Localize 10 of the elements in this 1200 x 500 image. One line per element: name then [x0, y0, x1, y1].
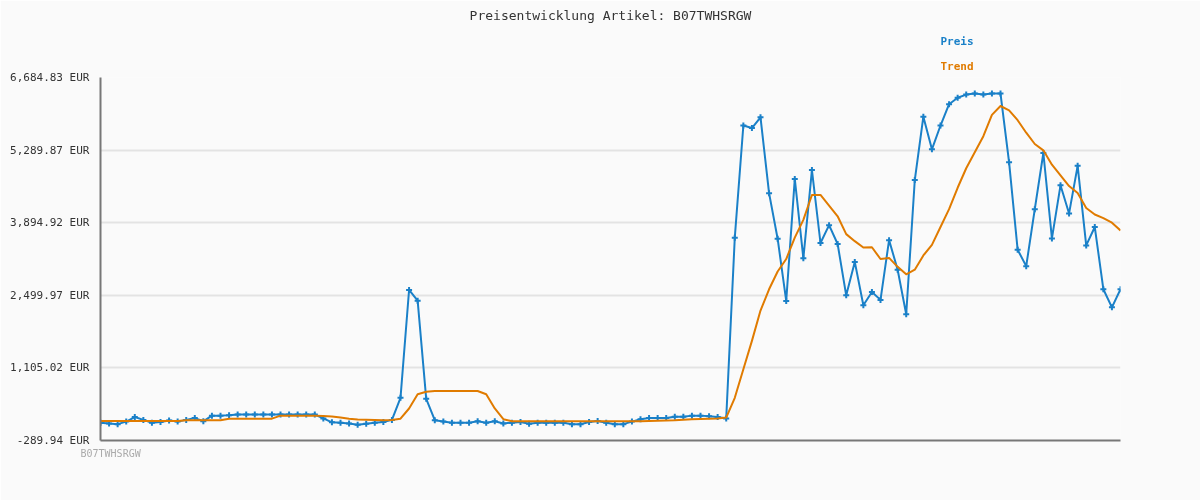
text: B07TWHSRGW [80, 447, 142, 459]
y-tick-label: 1,105.02 EUR [10, 361, 90, 375]
y-tick-label: 6,684.83 EUR [10, 71, 90, 84]
y-tick-label: 3,894.92 EUR [10, 216, 90, 230]
chart-title: Preisentwicklung Artikel: B07TWHSRGW [469, 7, 752, 23]
text: Trend [940, 59, 974, 73]
text: Preis [940, 34, 974, 48]
y-tick-label: 2,499.97 EUR [10, 288, 90, 302]
y-tick-label: -289.94 EUR [16, 434, 90, 447]
y-tick-label: 5,289.87 EUR [10, 143, 90, 157]
